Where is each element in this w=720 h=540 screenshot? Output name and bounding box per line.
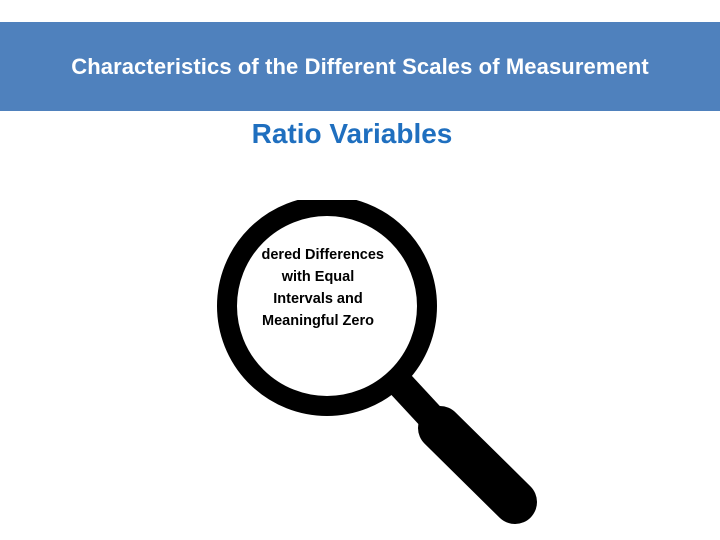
- slide-title: Characteristics of the Different Scales …: [71, 53, 649, 79]
- lens-line-1: dered Differences: [261, 247, 385, 263]
- lens-text: dered Differences with Equal Intervals a…: [238, 244, 398, 344]
- magnifier-handle: [381, 365, 537, 524]
- slide-subtitle: Ratio Variables: [251, 118, 453, 149]
- magnifying-glass-icon: [217, 200, 537, 524]
- lens-line-2: with Equal: [281, 269, 355, 285]
- lens-line-3: Intervals and: [273, 291, 363, 307]
- header-band: Characteristics of the Different Scales …: [0, 22, 720, 111]
- lens-line-4: Meaningful Zero: [262, 313, 374, 329]
- magnifier-lens: [217, 200, 437, 416]
